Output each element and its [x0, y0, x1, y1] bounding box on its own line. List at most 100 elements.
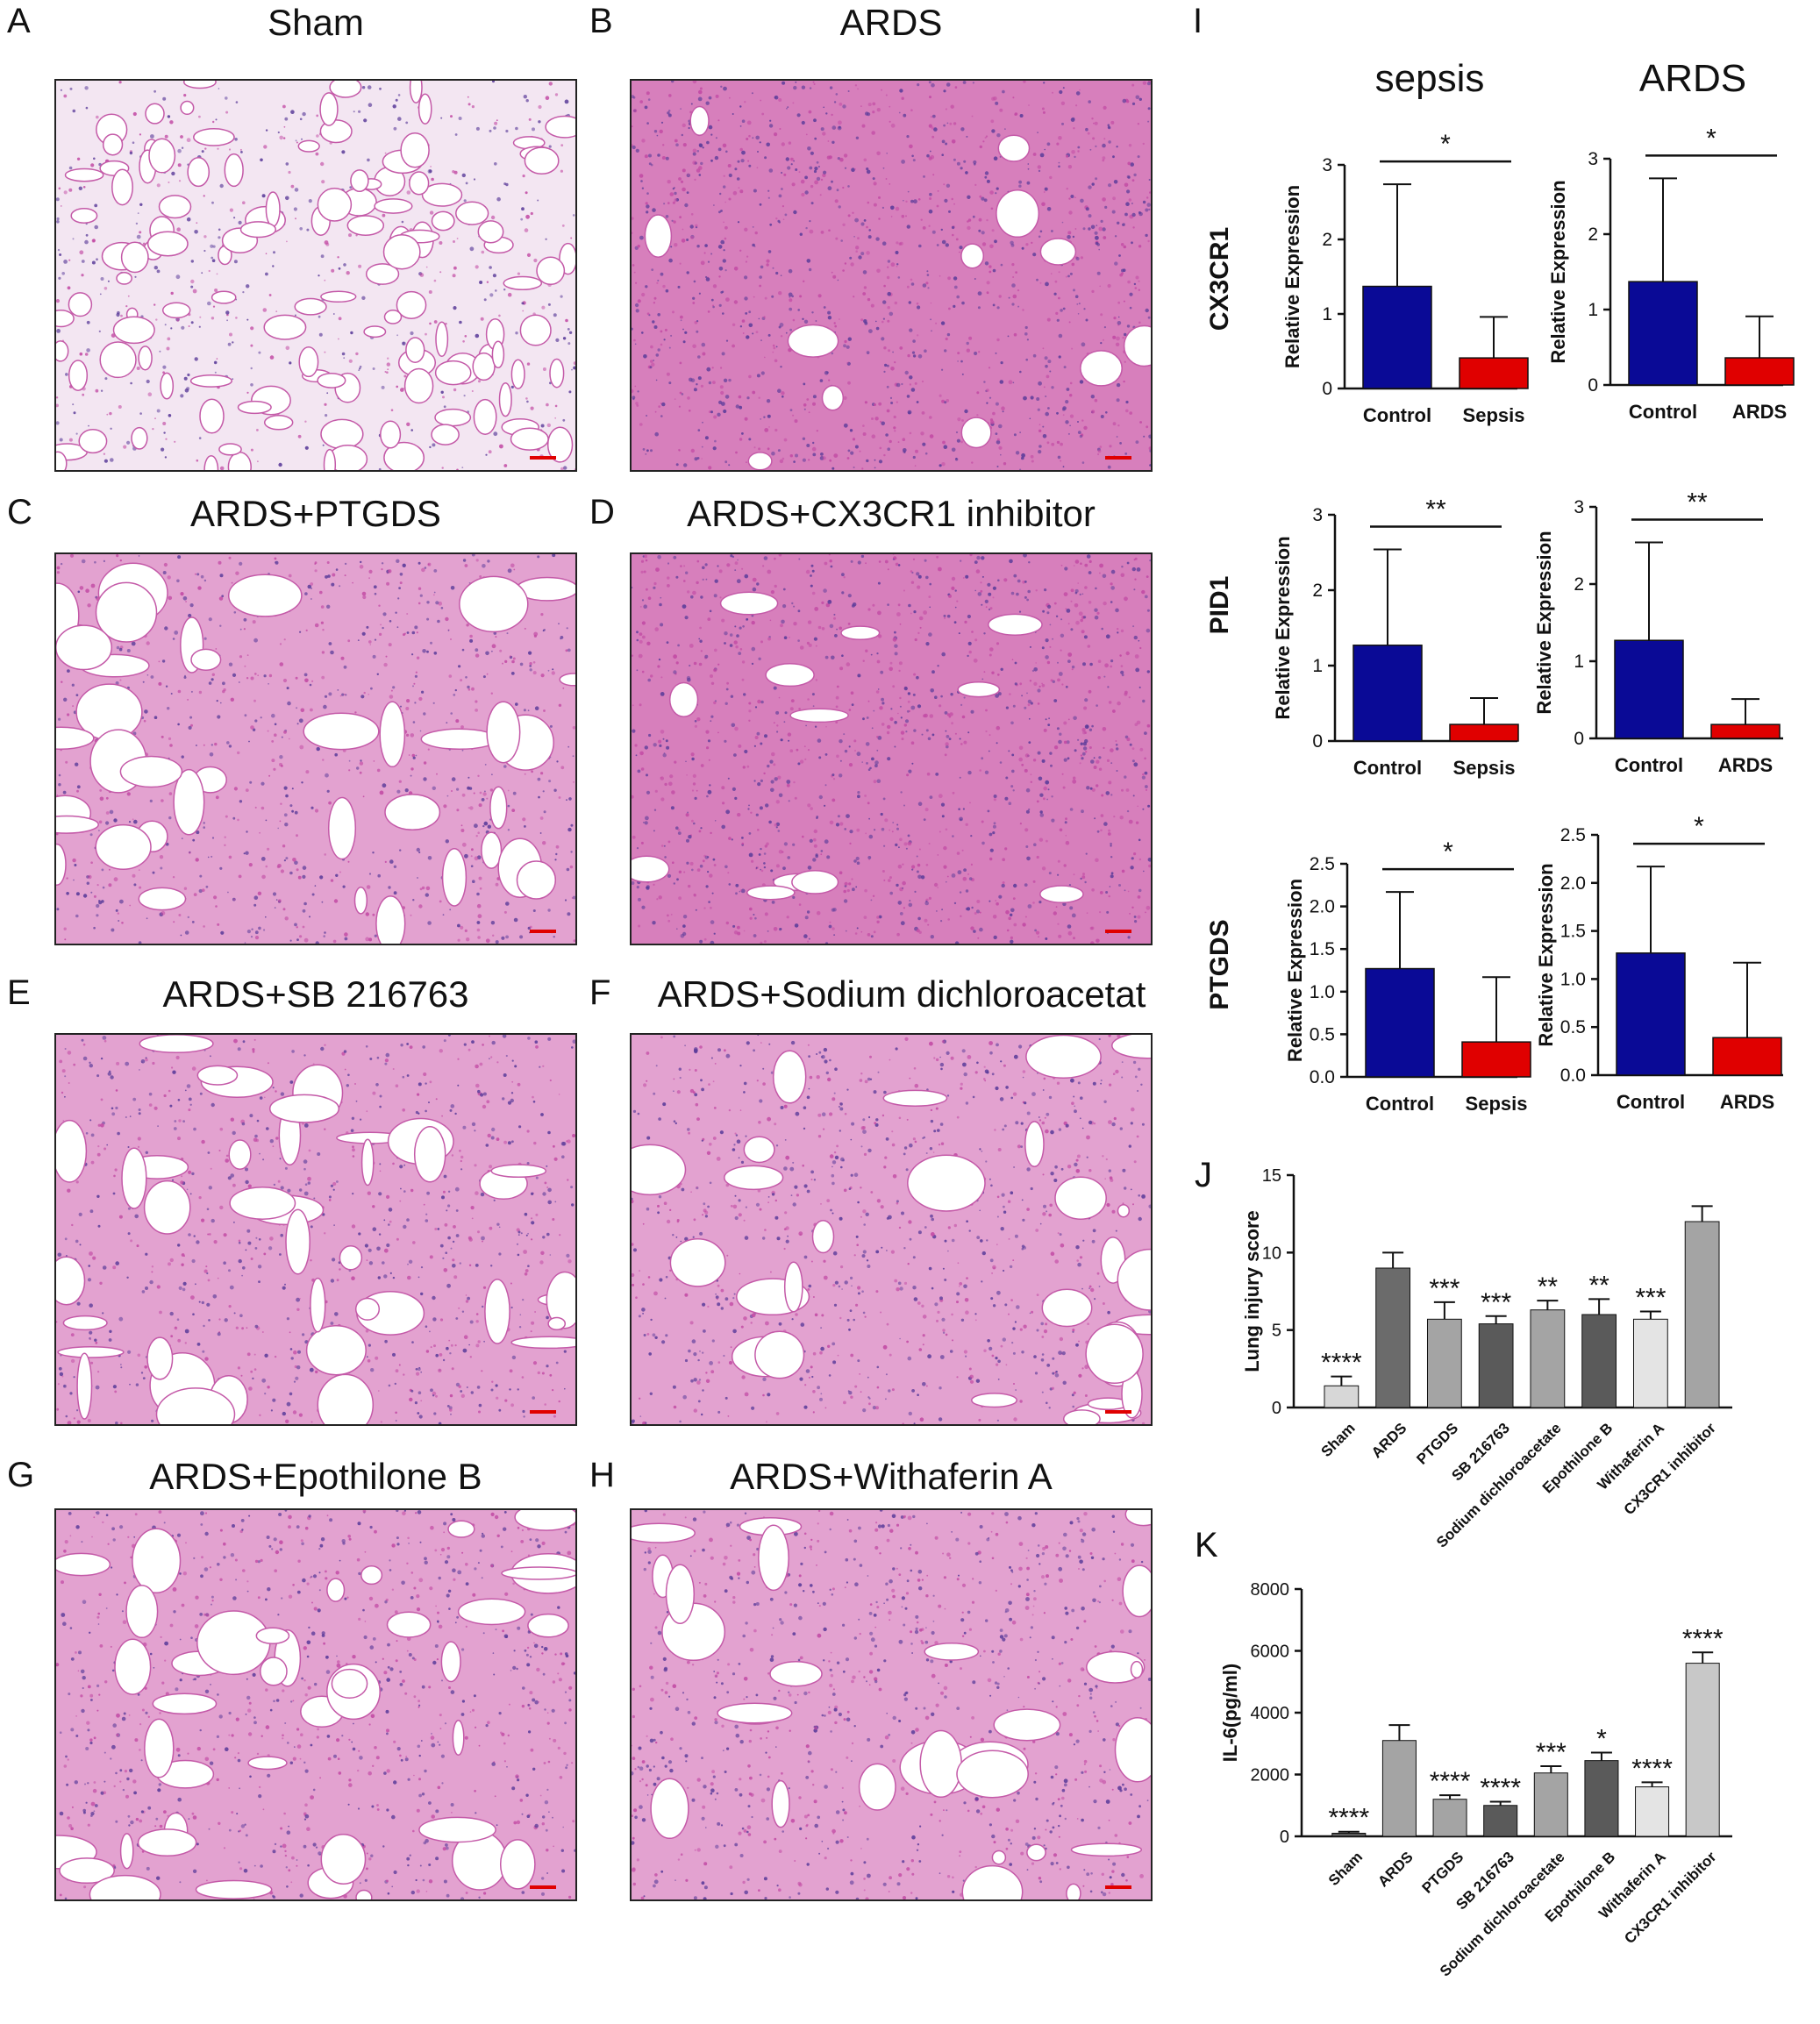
panel-letter-g: G — [7, 1456, 35, 1494]
y-tick-label: 2.0 — [1560, 873, 1586, 894]
bar — [1684, 1221, 1720, 1408]
x-category-label: ARDS — [1732, 401, 1787, 423]
x-category-label: CX3CR1 inhibitor — [1621, 1420, 1720, 1519]
histology-title-ptgds: ARDS+PTGDS — [190, 493, 441, 534]
y-tick-label: 1.0 — [1560, 969, 1586, 989]
y-tick-label: 2 — [1312, 581, 1323, 601]
panel-letter-k: K — [1195, 1526, 1218, 1564]
y-tick-label: 0 — [1588, 375, 1598, 396]
panel-i-column-title-sepsis: sepsis — [1374, 57, 1485, 100]
bar — [1584, 1760, 1619, 1837]
y-tick-label: 5 — [1272, 1322, 1281, 1341]
histology-texture — [632, 1510, 1151, 1899]
bar — [1533, 1772, 1568, 1837]
significance-label: * — [1706, 124, 1717, 153]
y-tick-label: 10 — [1262, 1244, 1281, 1263]
significance-label: ** — [1538, 1272, 1559, 1301]
histology-title-sb216763: ARDS+SB 216763 — [162, 973, 469, 1015]
panel-i-column-title-ards: ARDS — [1638, 57, 1747, 100]
y-axis-label: IL-6(pg/ml) — [1219, 1664, 1241, 1762]
histology-title-cx3cr1-inhibitor: ARDS+CX3CR1 inhibitor — [687, 493, 1096, 534]
panel-letter-a: A — [7, 2, 31, 40]
significance-label: ** — [1687, 488, 1708, 517]
bar-ards — [1710, 723, 1781, 739]
bar-sepsis — [1461, 1041, 1531, 1078]
significance-label: ** — [1588, 1271, 1609, 1300]
y-tick-label: 3 — [1588, 149, 1598, 169]
panel-letter-c: C — [7, 493, 32, 531]
y-axis-label: Relative Expression — [1547, 180, 1569, 363]
bar — [1478, 1323, 1514, 1408]
bar-control — [1353, 645, 1423, 742]
y-tick-label: 0 — [1322, 379, 1332, 399]
x-category-label: Sham — [1325, 1849, 1366, 1889]
significance-label: * — [1694, 812, 1704, 841]
y-tick-label: 0.0 — [1310, 1067, 1335, 1087]
histology-image-sodium-dichloroacetate — [630, 1033, 1153, 1426]
y-tick-label: 2 — [1574, 574, 1584, 595]
histology-texture — [56, 554, 575, 944]
x-category-label: Control — [1615, 754, 1683, 776]
x-category-label: Control — [1617, 1091, 1685, 1113]
panel-letter-h: H — [589, 1456, 615, 1494]
y-tick-label: 0 — [1574, 729, 1584, 749]
y-tick-label: 2000 — [1251, 1766, 1290, 1785]
bar — [1530, 1309, 1566, 1408]
bar — [1381, 1740, 1417, 1837]
panel-letter-j: J — [1195, 1156, 1212, 1194]
panel-letter-i: I — [1193, 2, 1203, 40]
significance-label: * — [1440, 130, 1451, 159]
panel-letter-d: D — [589, 493, 615, 531]
gene-label-pid1: PID1 — [1205, 576, 1234, 635]
bar-sepsis — [1459, 357, 1529, 389]
histology-texture — [56, 1035, 575, 1424]
y-axis-label: Relative Expression — [1272, 536, 1294, 719]
x-category-label: ARDS — [1374, 1849, 1416, 1890]
y-axis-label: Lung injury score — [1241, 1210, 1263, 1372]
histology-image-sham — [54, 79, 577, 472]
y-tick-label: 1 — [1312, 656, 1323, 676]
gene-label-cx3cr1: CX3CR1 — [1205, 227, 1234, 331]
y-tick-label: 0.0 — [1560, 1065, 1586, 1086]
bar-control — [1365, 967, 1435, 1078]
panel-letter-f: F — [589, 973, 611, 1012]
x-category-label: Sepsis — [1463, 404, 1525, 426]
significance-label: **** — [1480, 1774, 1521, 1803]
significance-label: ** — [1425, 495, 1446, 524]
y-tick-label: 3 — [1322, 155, 1332, 175]
bar-control — [1628, 281, 1698, 386]
y-tick-label: 0.5 — [1560, 1017, 1586, 1037]
significance-label: *** — [1429, 1274, 1460, 1303]
x-category-label: ARDS — [1720, 1091, 1774, 1113]
y-tick-label: 1 — [1322, 304, 1332, 324]
bar-sepsis — [1449, 723, 1519, 742]
y-tick-label: 1.5 — [1310, 939, 1335, 959]
y-tick-label: 1.5 — [1560, 922, 1586, 942]
gene-label-ptgds: PTGDS — [1205, 919, 1234, 1009]
y-tick-label: 15 — [1262, 1166, 1281, 1186]
bar — [1635, 1786, 1670, 1837]
bar — [1432, 1799, 1467, 1837]
x-category-label: Sepsis — [1453, 757, 1516, 779]
panel-letter-e: E — [7, 973, 31, 1012]
histology-title-ards: ARDS — [839, 2, 943, 43]
y-axis-label: Relative Expression — [1535, 863, 1557, 1046]
histology-image-sb216763 — [54, 1033, 577, 1426]
x-category-label: CX3CR1 inhibitor — [1621, 1849, 1720, 1948]
histology-texture — [632, 81, 1151, 470]
y-axis-label: Relative Expression — [1281, 185, 1303, 368]
histology-image-ptgds — [54, 552, 577, 945]
y-tick-label: 1 — [1574, 652, 1584, 672]
histology-image-cx3cr1-inhibitor — [630, 552, 1153, 945]
bar — [1581, 1314, 1617, 1408]
significance-label: **** — [1682, 1624, 1724, 1653]
y-tick-label: 4000 — [1251, 1704, 1290, 1723]
chart-I-CX3CR1-sepsis: 0 1 2 3 Relative Expression Control Sepsis * — [1281, 130, 1529, 426]
bar — [1324, 1385, 1360, 1408]
x-category-label: PTGDS — [1419, 1849, 1467, 1897]
bar — [1685, 1663, 1720, 1837]
significance-label: * — [1596, 1724, 1607, 1753]
